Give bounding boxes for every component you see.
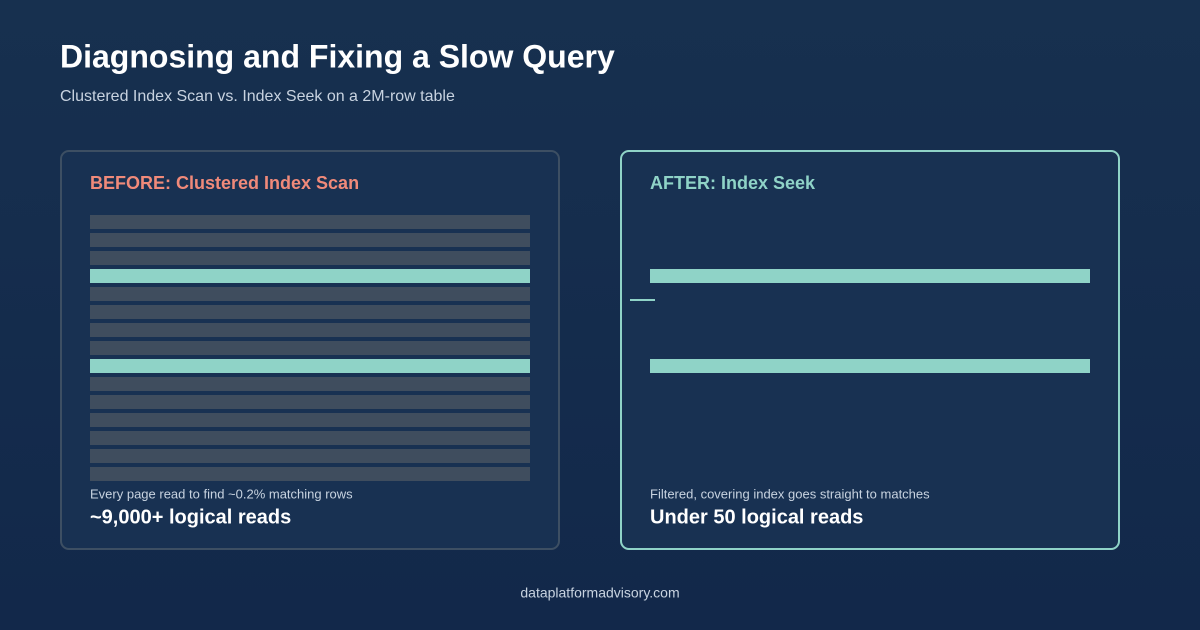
panel-caption: Filtered, covering index goes straight t… [650, 486, 930, 501]
matching-row [90, 359, 530, 373]
scanned-row [90, 251, 530, 265]
panel-stat: Under 50 logical reads [650, 506, 863, 528]
footer: dataplatformadvisory.com [520, 585, 679, 601]
panel-stat: ~9,000+ logical reads [90, 506, 291, 528]
scanned-row [90, 449, 530, 463]
title: Diagnosing and Fixing a Slow Query [60, 38, 615, 74]
seek-row [650, 359, 1090, 373]
scanned-row [90, 395, 530, 409]
scanned-row [90, 413, 530, 427]
scanned-row [90, 431, 530, 445]
subtitle: Clustered Index Scan vs. Index Seek on a… [60, 88, 455, 105]
scanned-row [90, 323, 530, 337]
after-panel [620, 150, 1120, 550]
scanned-row [90, 287, 530, 301]
panel-title: AFTER: Index Seek [650, 173, 816, 193]
scanned-row [90, 233, 530, 247]
scanned-row [90, 467, 530, 481]
scanned-row [90, 215, 530, 229]
seek-pointer [630, 299, 655, 301]
scan-rows [90, 215, 530, 481]
panel-caption: Every page read to find ~0.2% matching r… [90, 486, 353, 501]
scanned-row [90, 341, 530, 355]
seek-rows [630, 269, 1090, 373]
matching-row [90, 269, 530, 283]
seek-row [650, 269, 1090, 283]
scanned-row [90, 305, 530, 319]
scanned-row [90, 377, 530, 391]
panel-title: BEFORE: Clustered Index Scan [90, 173, 359, 193]
